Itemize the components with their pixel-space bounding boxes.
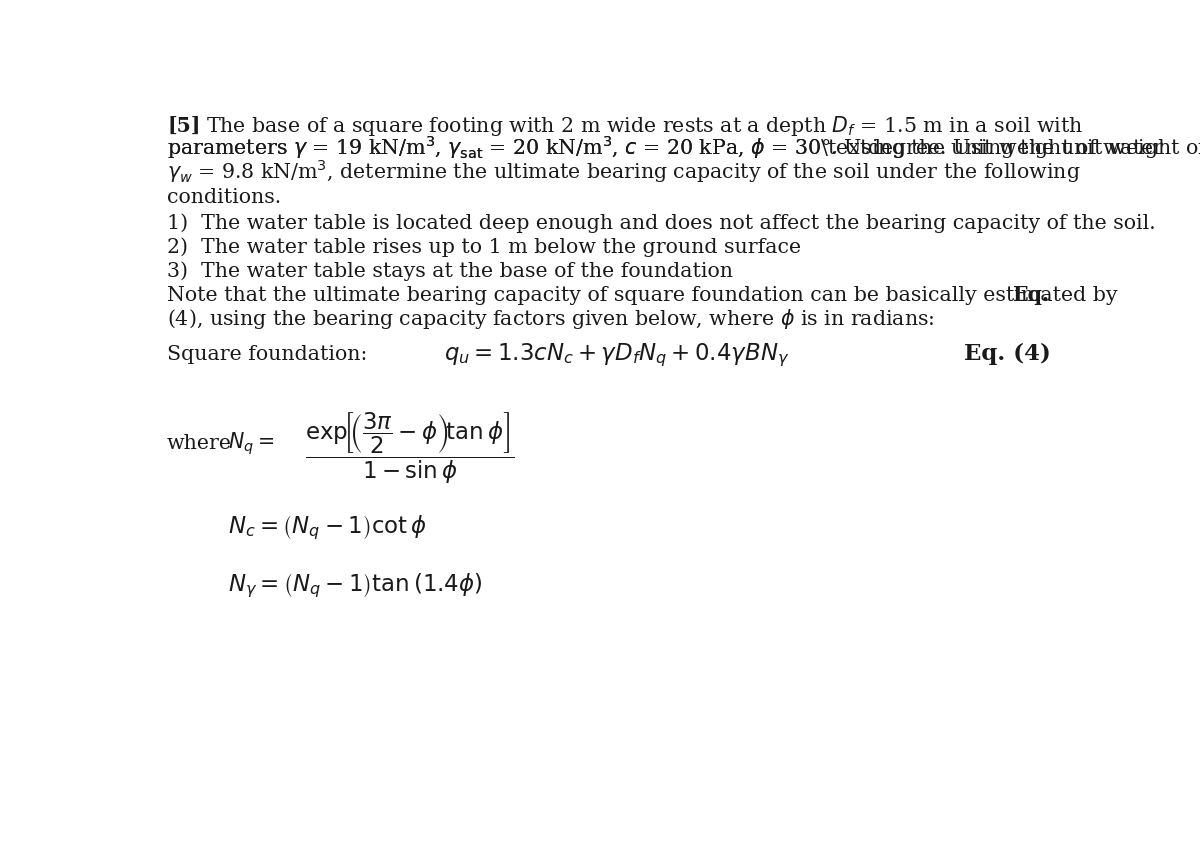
Text: 1)  The water table is located deep enough and does not affect the bearing capac: 1) The water table is located deep enoug… bbox=[167, 214, 1156, 233]
Text: $N_\gamma = \left(N_q - 1\right)\tan\left(1.4\phi\right)$: $N_\gamma = \left(N_q - 1\right)\tan\lef… bbox=[228, 572, 482, 600]
Text: Eq.: Eq. bbox=[1012, 285, 1049, 305]
Text: $N_q =$: $N_q =$ bbox=[228, 430, 274, 458]
Text: 3)  The water table stays at the base of the foundation: 3) The water table stays at the base of … bbox=[167, 262, 733, 281]
Text: $\dfrac{\mathrm{exp}\!\left[\!\left(\dfrac{3\pi}{2} - \phi\right)\!\tan\phi\righ: $\dfrac{\mathrm{exp}\!\left[\!\left(\dfr… bbox=[305, 411, 515, 486]
Text: (4), using the bearing capacity factors given below, where $\phi$ is in radians:: (4), using the bearing capacity factors … bbox=[167, 307, 935, 331]
Text: conditions.: conditions. bbox=[167, 188, 281, 207]
Text: 2)  The water table rises up to 1 m below the ground surface: 2) The water table rises up to 1 m below… bbox=[167, 238, 802, 257]
Text: $\gamma_w$ = 9.8 kN/m$^3$, determine the ultimate bearing capacity of the soil u: $\gamma_w$ = 9.8 kN/m$^3$, determine the… bbox=[167, 158, 1081, 185]
Text: parameters $\gamma$ = 19 kN/m$^3$, $\gamma_{\rm sat}$ = 20 kN/m$^3$, $c$ = 20 kP: parameters $\gamma$ = 19 kN/m$^3$, $\gam… bbox=[167, 134, 1200, 161]
Text: The base of a square footing with 2 m wide rests at a depth $D_f$ = 1.5 m in a s: The base of a square footing with 2 m wi… bbox=[206, 113, 1082, 137]
Text: $N_c = \left(N_q - 1\right)\cot\phi$: $N_c = \left(N_q - 1\right)\cot\phi$ bbox=[228, 514, 426, 543]
Text: parameters $\gamma$ = 19 kN/m$^3$, $\gamma_{\rm sat}$ = 20 kN/m$^3$, $c$ = 20 kP: parameters $\gamma$ = 19 kN/m$^3$, $\gam… bbox=[167, 134, 1164, 161]
Text: $q_u = 1.3cN_c + \gamma D_f N_q + 0.4\gamma B N_\gamma$: $q_u = 1.3cN_c + \gamma D_f N_q + 0.4\ga… bbox=[444, 342, 790, 369]
Text: [5]: [5] bbox=[167, 116, 200, 135]
Text: Note that the ultimate bearing capacity of square foundation can be basically es: Note that the ultimate bearing capacity … bbox=[167, 286, 1124, 305]
Text: Square foundation:: Square foundation: bbox=[167, 345, 367, 364]
Text: where: where bbox=[167, 434, 232, 452]
Text: Eq. (4): Eq. (4) bbox=[964, 343, 1050, 366]
